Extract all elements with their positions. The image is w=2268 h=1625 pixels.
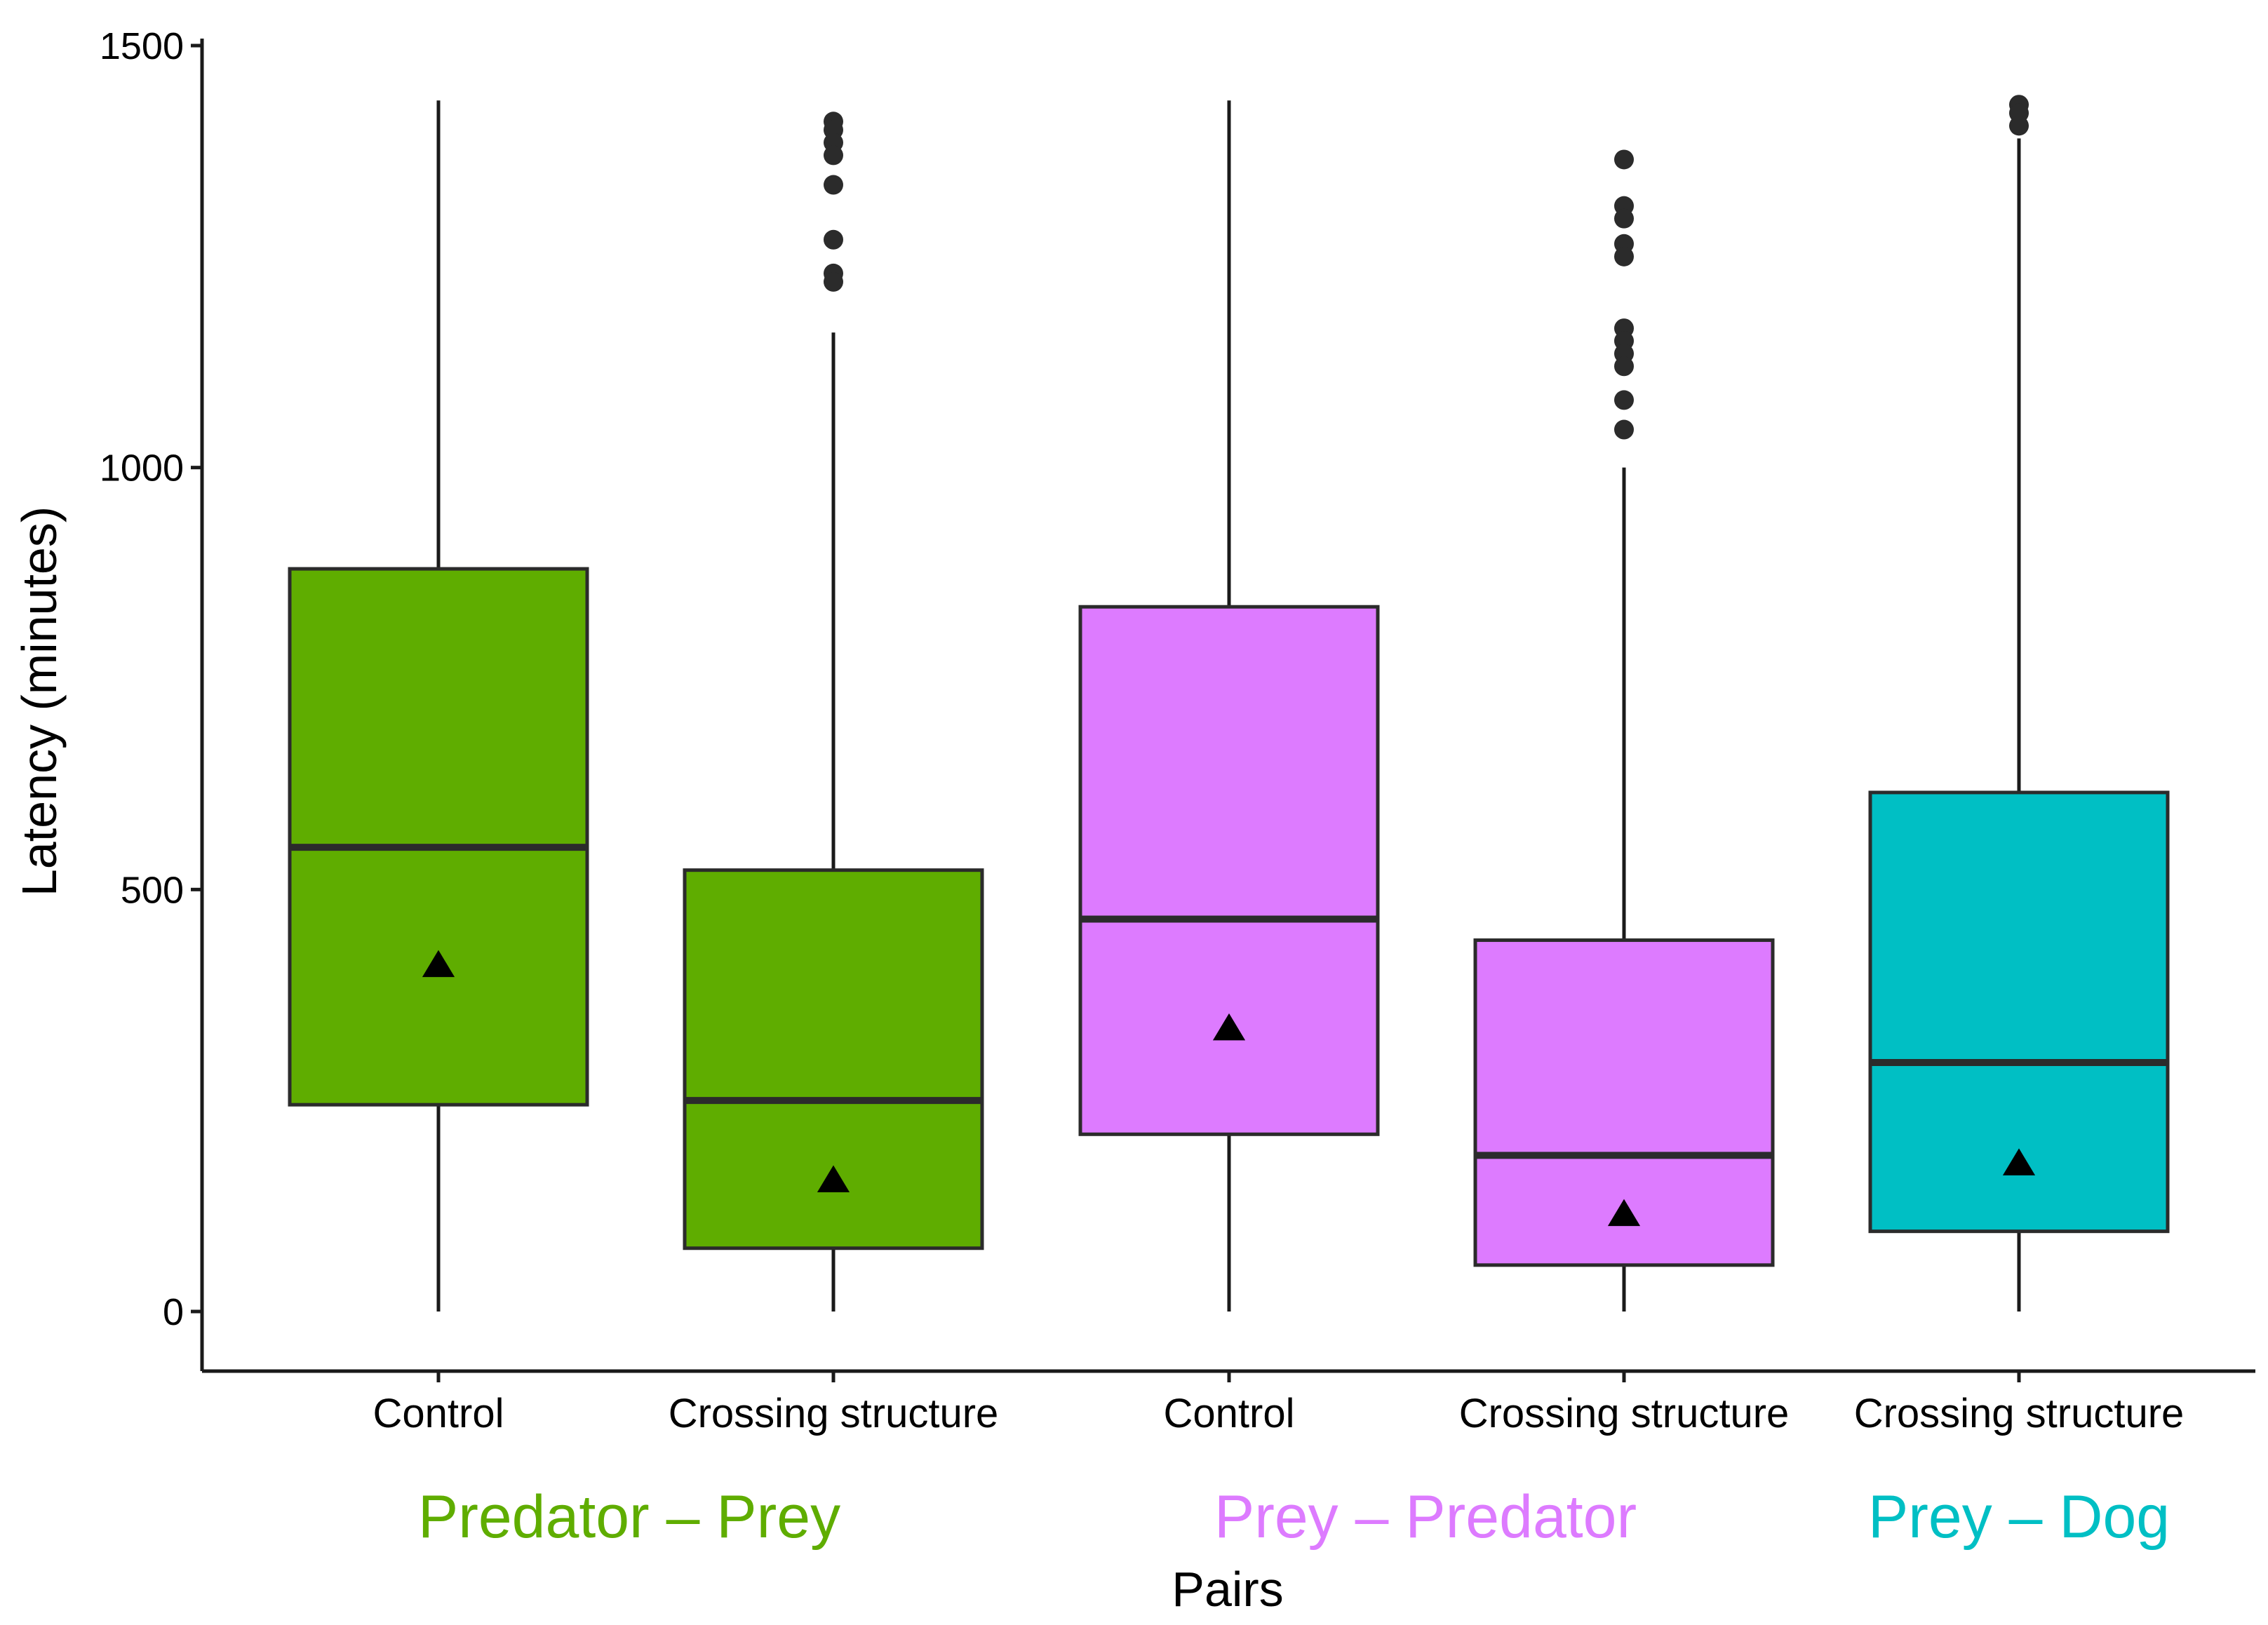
y-tick-label: 1500 xyxy=(100,25,184,67)
mean-marker xyxy=(817,1165,850,1192)
outlier-point xyxy=(1614,149,1634,170)
mean-marker xyxy=(2002,1148,2036,1175)
y-axis-title: Latency (minutes) xyxy=(12,506,67,896)
outlier-point xyxy=(2009,116,2029,136)
outlier-point xyxy=(824,175,843,195)
x-tick-label: Control xyxy=(373,1391,504,1436)
mean-marker xyxy=(1212,1013,1246,1041)
outlier-point xyxy=(1614,246,1634,267)
box-iqr xyxy=(1078,605,1380,1136)
group-label: Prey – Predator xyxy=(1214,1483,1637,1551)
box-iqr xyxy=(288,567,589,1107)
outlier-point xyxy=(824,271,843,292)
x-tick-label: Crossing structure xyxy=(1459,1391,1790,1436)
y-axis: 0 500 1000 1500 xyxy=(100,25,204,1371)
x-tick-label: Control xyxy=(1164,1391,1295,1436)
plot-area xyxy=(288,95,2170,1312)
outlier-point xyxy=(1614,356,1634,377)
box-5 xyxy=(1868,95,2170,1312)
y-tick-label: 0 xyxy=(163,1291,184,1333)
outlier-point xyxy=(1614,208,1634,229)
outlier-point xyxy=(1614,419,1634,440)
group-label: Prey – Dog xyxy=(1868,1483,2170,1551)
outlier-point xyxy=(1614,390,1634,410)
box-3 xyxy=(1078,100,1380,1312)
x-tick-label: Crossing structure xyxy=(669,1391,999,1436)
box-1 xyxy=(288,100,589,1312)
mean-marker xyxy=(1607,1199,1641,1227)
y-tick-label: 500 xyxy=(121,869,184,911)
group-label: Predator – Prey xyxy=(418,1483,840,1551)
outlier-point xyxy=(824,145,843,166)
x-tick-label: Crossing structure xyxy=(1854,1391,2185,1436)
x-axis-title: Pairs xyxy=(1172,1562,1283,1617)
outlier-point xyxy=(824,229,843,250)
box-2 xyxy=(683,112,984,1312)
y-tick-label: 1000 xyxy=(100,447,184,490)
x-axis: Control Crossing structure Control Crossing… xyxy=(202,1369,2255,1551)
box-4 xyxy=(1473,149,1775,1312)
mean-marker xyxy=(422,950,455,978)
